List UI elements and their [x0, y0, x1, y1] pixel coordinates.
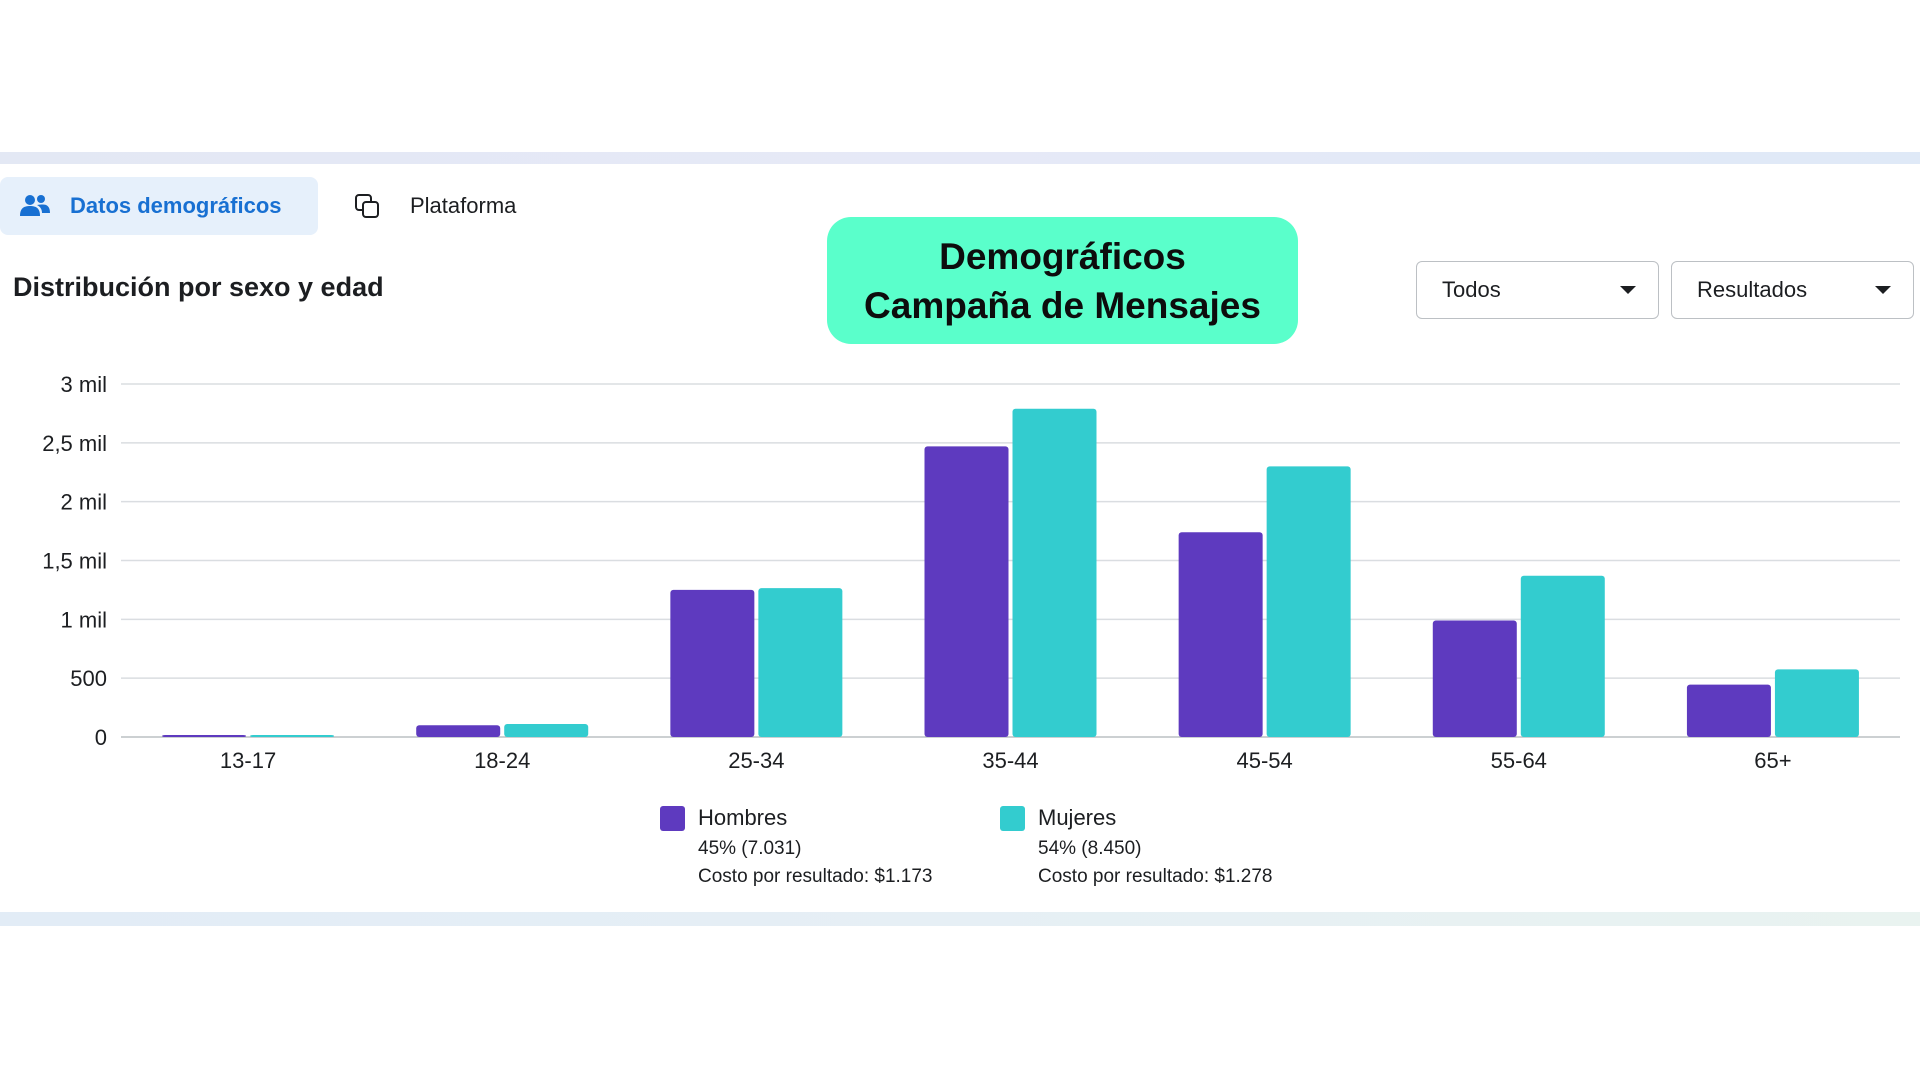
- tab-platform-label: Plataforma: [410, 193, 517, 218]
- y-tick-label: 0: [95, 725, 107, 750]
- bar-hombres-25-34: [670, 589, 755, 737]
- y-tick-label: 1 mil: [61, 607, 107, 632]
- y-tick-label: 2 mil: [61, 490, 107, 515]
- metric-select[interactable]: Resultados: [1671, 261, 1914, 319]
- bottom-divider: [0, 912, 1920, 926]
- y-tick-label: 500: [70, 666, 107, 691]
- legend-share-men: 45% (7.031): [698, 838, 802, 859]
- bar-mujeres-13-17: [250, 735, 335, 737]
- bar-mujeres-65plus: [1774, 669, 1859, 737]
- audience-select-value: Todos: [1442, 277, 1501, 302]
- people-icon: [20, 195, 50, 216]
- legend-cost-men: Costo por resultado: $1.173: [698, 866, 933, 887]
- bar-hombres-35-44: [924, 446, 1009, 737]
- caret-down-icon: [1620, 286, 1636, 294]
- badge-line-2: Campaña de Mensajes: [864, 284, 1261, 326]
- campaign-badge: Demográficos Campaña de Mensajes: [827, 217, 1298, 344]
- legend-share-women: 54% (8.450): [1038, 838, 1142, 859]
- legend-name-women: Mujeres: [1038, 805, 1117, 830]
- y-tick-label: 2,5 mil: [42, 431, 107, 456]
- legend-name-men: Hombres: [698, 805, 788, 830]
- top-divider: [0, 152, 1920, 164]
- x-tick-label: 35-44: [982, 748, 1038, 773]
- tab-demographics[interactable]: Datos demográficos: [0, 177, 318, 235]
- audience-select[interactable]: Todos: [1416, 261, 1659, 319]
- bar-mujeres-55-64: [1520, 575, 1605, 737]
- bar-mujeres-35-44: [1012, 408, 1097, 737]
- y-tick-label: 1,5 mil: [42, 549, 107, 574]
- gender-age-bar-chart: 0 500 1 mil 1,5 mil 2 mil 2,5 mil 3 mil 13-17 18…: [42, 372, 1900, 773]
- bar-hombres-13-17: [162, 735, 247, 737]
- x-tick-label: 25-34: [728, 748, 784, 773]
- x-tick-label: 45-54: [1237, 748, 1293, 773]
- bar-mujeres-45-54: [1266, 466, 1351, 737]
- legend-swatch-men: [660, 806, 685, 831]
- legend-cost-women: Costo por resultado: $1.278: [1038, 866, 1273, 887]
- tab-platform[interactable]: Plataforma: [350, 177, 570, 235]
- metric-select-value: Resultados: [1697, 277, 1808, 302]
- x-tick-label: 55-64: [1491, 748, 1547, 773]
- x-tick-label: 18-24: [474, 748, 530, 773]
- legend-swatch-women: [1000, 806, 1025, 831]
- badge-line-1: Demográficos: [939, 235, 1186, 277]
- bar-mujeres-18-24: [504, 724, 589, 737]
- caret-down-icon: [1875, 286, 1891, 294]
- tab-demographics-label: Datos demográficos: [70, 193, 282, 218]
- y-tick-label: 3 mil: [61, 372, 107, 397]
- bar-hombres-18-24: [416, 725, 501, 737]
- bar-hombres-55-64: [1432, 620, 1517, 737]
- bar-hombres-45-54: [1178, 532, 1263, 737]
- section-title: Distribución por sexo y edad: [13, 272, 384, 302]
- x-tick-label: 65+: [1754, 748, 1791, 773]
- bar-mujeres-25-34: [758, 588, 843, 737]
- x-tick-label: 13-17: [220, 748, 276, 773]
- bar-hombres-65plus: [1686, 684, 1771, 737]
- stacked-squares-icon: [355, 194, 379, 218]
